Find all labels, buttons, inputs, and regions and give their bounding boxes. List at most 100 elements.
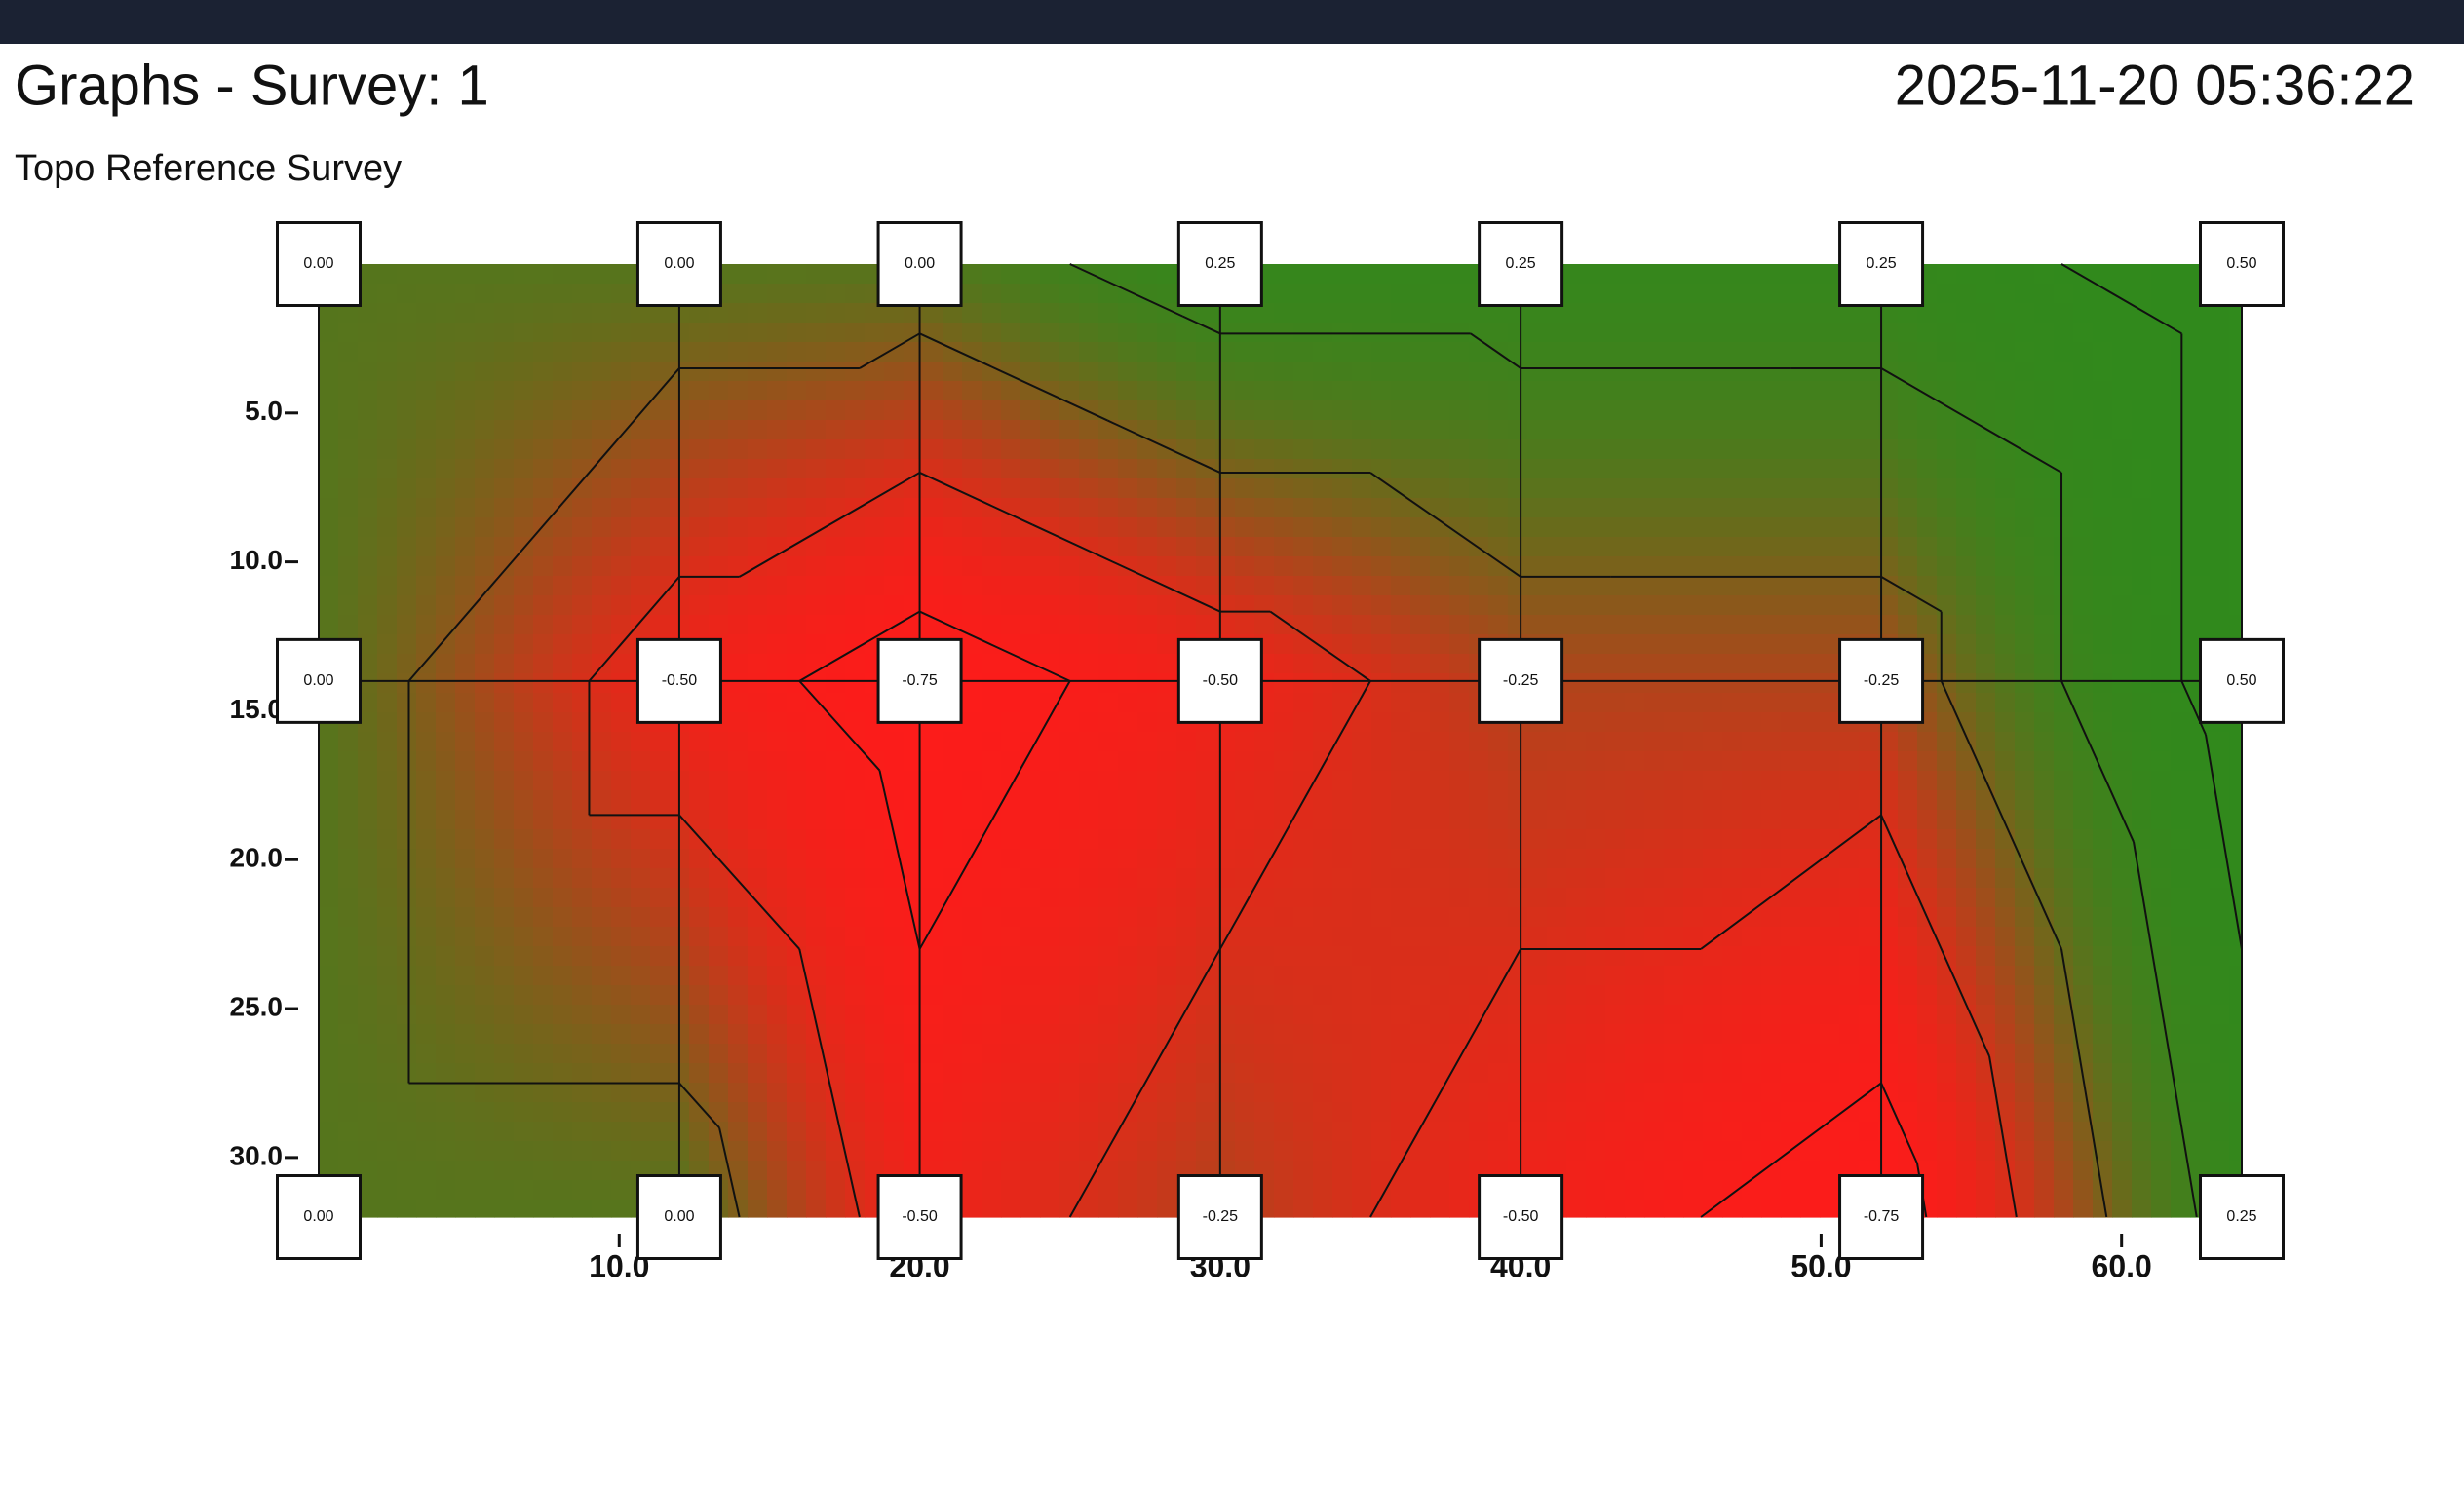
fill-cell bbox=[1488, 1122, 1509, 1142]
fill-cell bbox=[1566, 556, 1587, 577]
fill-cell bbox=[1547, 1063, 1567, 1084]
fill-cell bbox=[475, 400, 495, 421]
fill-cell bbox=[1196, 478, 1216, 499]
fill-cell bbox=[2171, 790, 2191, 811]
node-label: 0.00 bbox=[303, 255, 333, 272]
fill-cell bbox=[1040, 615, 1060, 635]
fill-cell bbox=[2112, 342, 2133, 362]
fill-cell bbox=[884, 1024, 905, 1045]
fill-cell bbox=[923, 1044, 943, 1064]
fill-cell bbox=[1976, 284, 1996, 304]
fill-cell bbox=[2190, 1141, 2211, 1162]
fill-cell bbox=[806, 966, 827, 986]
fill-cell bbox=[2054, 1083, 2074, 1103]
fill-cell bbox=[1469, 1122, 1489, 1142]
fill-cell bbox=[1332, 790, 1353, 811]
fill-cell bbox=[962, 323, 982, 343]
fill-cell bbox=[787, 1102, 807, 1123]
fill-cell bbox=[2132, 634, 2152, 655]
fill-cell bbox=[689, 829, 710, 850]
fill-cell bbox=[1781, 946, 1801, 967]
fill-cell bbox=[2015, 1161, 2035, 1181]
fill-cell bbox=[1371, 303, 1392, 324]
fill-cell bbox=[1488, 439, 1509, 460]
fill-cell bbox=[943, 790, 963, 811]
fill-cell bbox=[1859, 927, 1879, 947]
fill-cell bbox=[748, 985, 768, 1006]
fill-cell bbox=[1742, 1102, 1762, 1123]
fill-cell bbox=[1664, 264, 1684, 285]
fill-cell bbox=[1293, 1063, 1314, 1084]
fill-cell bbox=[1352, 362, 1372, 382]
fill-cell bbox=[1391, 1122, 1411, 1142]
fill-cell bbox=[1722, 634, 1743, 655]
fill-cell bbox=[1235, 771, 1255, 791]
fill-cell bbox=[1839, 517, 1860, 538]
fill-cell bbox=[1040, 362, 1060, 382]
fill-cell bbox=[1742, 1083, 1762, 1103]
fill-cell bbox=[767, 576, 788, 596]
fill-cell bbox=[592, 381, 612, 401]
fill-cell bbox=[1644, 498, 1665, 518]
fill-cell bbox=[475, 420, 495, 440]
fill-cell bbox=[553, 1044, 573, 1064]
fill-cell bbox=[1001, 927, 1021, 947]
fill-cell bbox=[787, 284, 807, 304]
fill-cell bbox=[1995, 439, 2016, 460]
fill-cell bbox=[982, 381, 1002, 401]
fill-cell bbox=[2132, 732, 2152, 752]
fill-cell bbox=[1742, 673, 1762, 694]
fill-cell bbox=[1605, 1024, 1626, 1045]
fill-cell bbox=[592, 907, 612, 928]
fill-cell bbox=[592, 576, 612, 596]
fill-cell bbox=[1352, 556, 1372, 577]
fill-cell bbox=[1020, 615, 1041, 635]
fill-cell bbox=[1995, 362, 2016, 382]
fill-cell bbox=[1293, 985, 1314, 1006]
fill-cell bbox=[1956, 303, 1977, 324]
fill-cell bbox=[1625, 517, 1645, 538]
fill-cell bbox=[1371, 732, 1392, 752]
fill-cell bbox=[1820, 771, 1840, 791]
fill-cell bbox=[1508, 381, 1528, 401]
fill-cell bbox=[455, 810, 476, 830]
fill-cell bbox=[1020, 420, 1041, 440]
fill-cell bbox=[1781, 478, 1801, 499]
fill-cell bbox=[1956, 556, 1977, 577]
fill-cell bbox=[1664, 829, 1684, 850]
fill-cell bbox=[1976, 439, 1996, 460]
fill-cell bbox=[728, 634, 749, 655]
fill-cell bbox=[1722, 323, 1743, 343]
fill-cell bbox=[1956, 459, 1977, 479]
fill-cell bbox=[1995, 654, 2016, 674]
fill-cell bbox=[1937, 439, 1957, 460]
contour-line bbox=[1218, 680, 1371, 950]
fill-cell bbox=[1683, 771, 1704, 791]
fill-cell bbox=[436, 907, 456, 928]
fill-cell bbox=[1781, 342, 1801, 362]
fill-cell bbox=[923, 771, 943, 791]
fill-cell bbox=[865, 1083, 885, 1103]
fill-cell bbox=[1254, 537, 1275, 557]
fill-cell bbox=[1469, 966, 1489, 986]
fill-cell bbox=[592, 634, 612, 655]
fill-cell bbox=[1118, 615, 1138, 635]
fill-cell bbox=[1020, 1141, 1041, 1162]
fill-cell bbox=[2190, 362, 2211, 382]
fill-cell bbox=[2112, 1005, 2133, 1025]
fill-cell bbox=[1703, 420, 1723, 440]
fill-cell bbox=[1059, 439, 1080, 460]
fill-cell bbox=[2190, 1005, 2211, 1025]
fill-cell bbox=[436, 284, 456, 304]
fill-cell bbox=[2190, 927, 2211, 947]
fill-cell bbox=[1605, 400, 1626, 421]
fill-cell bbox=[1137, 732, 1158, 752]
fill-cell bbox=[397, 420, 417, 440]
fill-cell bbox=[1722, 1044, 1743, 1064]
fill-cell bbox=[1761, 946, 1782, 967]
fill-cell bbox=[1118, 459, 1138, 479]
fill-cell bbox=[377, 1024, 398, 1045]
fill-cell bbox=[865, 381, 885, 401]
fill-cell bbox=[1605, 673, 1626, 694]
fill-cell bbox=[1683, 381, 1704, 401]
